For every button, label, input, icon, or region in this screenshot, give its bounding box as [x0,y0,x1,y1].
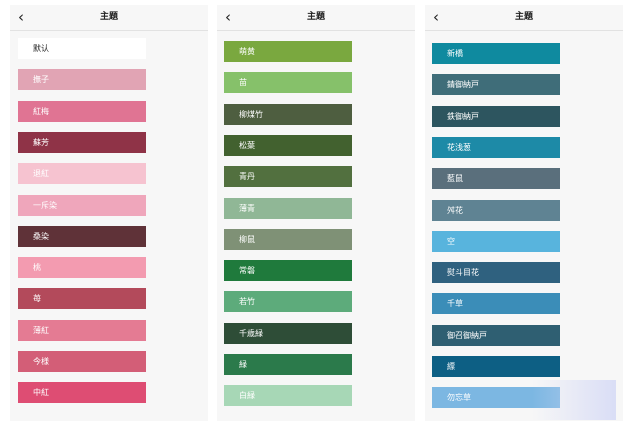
theme-swatch[interactable]: 柳煤竹 [224,103,352,125]
theme-swatch[interactable]: 今様 [18,351,146,372]
page-title: 主題 [306,12,325,22]
theme-swatch[interactable]: 常磐 [224,260,352,282]
chevron-left-icon[interactable]: ‹ [18,8,24,26]
page-title: 主題 [99,12,118,22]
theme-swatch[interactable]: 薄青 [224,197,352,219]
theme-swatch[interactable]: 桃 [18,257,146,279]
theme-swatch[interactable]: 柳鼠 [224,228,352,250]
watermark-overlay [532,380,616,420]
theme-swatch[interactable]: 青丹 [224,166,352,188]
theme-swatch[interactable]: 白緑 [224,385,352,407]
header-bar: ‹ 主題 [425,5,623,31]
theme-swatch[interactable]: 薄紅 [18,319,146,341]
theme-swatch[interactable]: 舛花 [432,199,560,221]
chevron-left-icon[interactable]: ‹ [433,8,439,26]
theme-swatch[interactable]: 萌黄 [224,41,352,62]
theme-panel-green: ‹ 主題 萌黄苗柳煤竹松葉青丹薄青柳鼠常磐若竹千歳緑緑白緑 [217,5,415,421]
theme-swatch[interactable]: 退紅 [18,163,146,185]
theme-swatch[interactable]: 縹 [432,356,560,377]
header-bar: ‹ 主題 [10,5,208,31]
theme-swatch[interactable]: 新橋 [432,43,560,64]
theme-swatch[interactable]: 熨斗目花 [432,262,560,284]
theme-panel-blue: ‹ 主題 新橋錆御納戸鉄御納戸花浅葱藍鼠舛花空熨斗目花千草御召御納戸縹勿忘草 [425,5,623,421]
theme-swatch[interactable]: 紅梅 [18,100,146,122]
theme-swatch[interactable]: 空 [432,230,560,252]
theme-swatch[interactable]: 撫子 [18,69,146,91]
header-bar: ‹ 主題 [217,5,415,31]
theme-swatch[interactable]: 勿忘草 [432,387,560,409]
theme-swatch[interactable]: 默认 [18,38,146,59]
theme-swatch[interactable]: 中紅 [18,382,146,404]
theme-swatch[interactable]: 千草 [432,293,560,315]
theme-panel-pink: ‹ 主題 默认撫子紅梅蘇芳退紅一斥染桑染桃苺薄紅今様中紅 [10,5,208,421]
theme-swatch[interactable]: 松葉 [224,134,352,156]
theme-swatch[interactable]: 一斥染 [18,194,146,216]
theme-swatch[interactable]: 花浅葱 [432,136,560,158]
theme-swatch[interactable]: 鉄御納戸 [432,105,560,127]
theme-swatch[interactable]: 若竹 [224,291,352,313]
theme-swatch[interactable]: 桑染 [18,225,146,247]
theme-swatch[interactable]: 錆御納戸 [432,74,560,96]
chevron-left-icon[interactable]: ‹ [225,8,231,26]
theme-swatch[interactable]: 苗 [224,72,352,94]
theme-swatch[interactable]: 藍鼠 [432,168,560,190]
page-title: 主題 [514,12,533,22]
theme-swatch[interactable]: 千歳緑 [224,322,352,344]
theme-swatch[interactable]: 緑 [224,354,352,375]
theme-swatch[interactable]: 蘇芳 [18,131,146,153]
theme-swatch[interactable]: 御召御納戸 [432,324,560,346]
theme-swatch[interactable]: 苺 [18,288,146,310]
